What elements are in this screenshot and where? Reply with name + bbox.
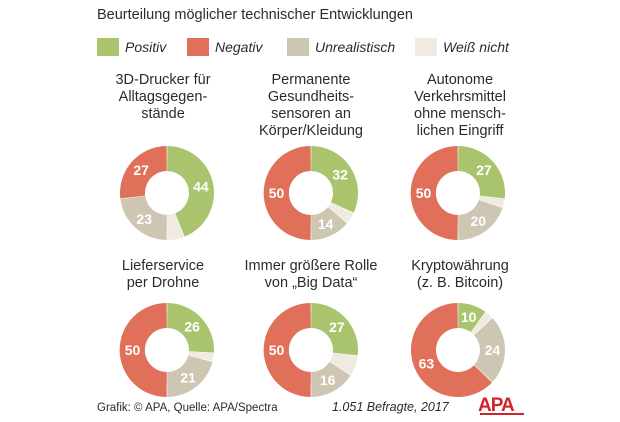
donut-label-positive: 44: [193, 179, 209, 195]
donut-chart-2: 32 14 50: [263, 146, 358, 240]
donut-label-negative: 27: [133, 162, 149, 178]
legend-swatch-positive: [97, 38, 119, 56]
chart-2-title: Permanente Gesundheits- sensoren an Körp…: [236, 72, 386, 140]
donut-slice-negative: [263, 146, 311, 240]
donut-label-negative: 50: [125, 342, 141, 358]
donut-slice-negative: [263, 303, 311, 397]
donut-label-unrealistic: 14: [318, 216, 334, 232]
donut-slice-positive: [311, 146, 358, 213]
chart-1-title: 3D-Drucker für Alltagsgegen- stände: [88, 72, 238, 123]
donut-label-positive: 27: [476, 162, 492, 178]
chart-3-title-line: lichen Eingriff: [416, 123, 504, 139]
donut-label-positive: 10: [461, 309, 477, 325]
donut-slice-negative: [120, 146, 167, 199]
donut-slice-unrealistic: [167, 355, 213, 397]
donut-slice-unknown: [471, 312, 493, 335]
chart-title: Beurteilung möglicher technischer Entwic…: [97, 7, 413, 23]
donut-chart-3: 27 20 50: [410, 146, 505, 240]
chart-3-title-line: Autonome: [426, 72, 494, 88]
donut-slice-unrealistic: [120, 195, 167, 240]
donut-label-unrealistic: 20: [470, 213, 486, 229]
donut-slice-negative: [119, 303, 167, 397]
source-note: Grafik: © APA, Quelle: APA/Spectra: [97, 402, 278, 414]
donut-slice-negative: [410, 146, 458, 240]
chart-4-title-line: Lieferservice: [121, 258, 205, 274]
legend-label-negative: Negativ: [215, 39, 263, 55]
donut-label-unrealistic: 23: [136, 211, 152, 227]
donut-slice-unknown: [478, 195, 505, 208]
chart-3-title: Autonome Verkehrsmittel ohne mensch- lic…: [385, 72, 535, 140]
chart-6-title-line: Kryptowährung: [411, 258, 509, 274]
donut-label-positive: 26: [184, 318, 200, 334]
legend-label-positive: Positiv: [125, 39, 167, 55]
donut-label-negative: 50: [269, 342, 285, 358]
chart-1-title-line: Alltagsgegen-: [118, 89, 208, 105]
chart-4-title-line: per Drohne: [126, 275, 200, 291]
donut-chart-4: 26 21 50: [119, 303, 215, 397]
legend-item-positive: Positiv: [97, 38, 166, 56]
apa-logo: APA: [478, 395, 524, 416]
donut-slice-unrealistic: [311, 361, 351, 397]
donut-label-negative: 50: [269, 185, 285, 201]
donut-slice-unrealistic: [311, 207, 347, 240]
donut-label-positive: 32: [332, 167, 348, 183]
chart-6-title: Kryptowährung (z. B. Bitcoin): [385, 258, 535, 292]
donut-chart-6: 10 24 63: [411, 303, 505, 397]
legend-label-unknown: Weiß nicht: [443, 39, 509, 55]
donut-label-unrealistic: 16: [320, 372, 336, 388]
donut-slice-unrealistic: [474, 318, 505, 382]
donut-slice-unknown: [329, 352, 358, 375]
donut-slice-unknown: [188, 351, 214, 362]
chart-2-title-line: Körper/Kleidung: [259, 123, 363, 139]
respondents-note: 1.051 Befragte, 2017: [332, 400, 449, 414]
chart-1-title-line: stände: [141, 106, 185, 122]
donut-slice-unrealistic: [458, 199, 503, 240]
donut-chart-5: 27 16 50: [263, 303, 358, 397]
chart-2-title-line: Permanente: [271, 72, 351, 88]
donut-slice-positive: [167, 146, 214, 237]
chart-1-title-line: 3D-Drucker für: [115, 72, 211, 88]
donut-slice-unknown: [167, 213, 184, 240]
legend-label-unrealistic: Unrealistisch: [315, 39, 396, 55]
legend-swatch-unrealistic: [287, 38, 309, 56]
donut-slice-positive: [311, 303, 358, 356]
chart-5-title-line: von „Big Data“: [264, 275, 358, 291]
legend-swatch-negative: [187, 38, 209, 56]
donut-label-positive: 27: [329, 319, 345, 335]
donut-label-unrealistic: 24: [485, 342, 501, 358]
chart-3-title-line: ohne mensch-: [414, 106, 506, 122]
apa-logo-text: APA: [478, 395, 515, 416]
chart-2-title-line: Gesundheits-: [267, 89, 355, 105]
chart-4-title: Lieferservice per Drohne: [88, 258, 238, 292]
legend-swatch-unknown: [415, 38, 437, 56]
donut-label-negative: 50: [416, 185, 432, 201]
chart-6-title-line: (z. B. Bitcoin): [416, 275, 504, 291]
donut-label-negative: 63: [419, 356, 435, 372]
donut-slice-positive: [167, 303, 215, 353]
legend-item-unrealistic: Unrealistisch: [287, 38, 395, 56]
chart-3-title-line: Verkehrsmittel: [414, 89, 506, 105]
donut-slice-positive: [458, 303, 486, 333]
legend-item-negative: Negativ: [187, 38, 262, 56]
donut-label-unrealistic: 21: [180, 369, 196, 385]
donut-slice-positive: [458, 146, 505, 199]
donut-slice-negative: [411, 303, 493, 397]
chart-2-title-line: sensoren an: [271, 106, 351, 122]
donut-chart-1: 44 23 27: [120, 146, 214, 240]
chart-5-title-line: Immer größere Rolle: [244, 258, 378, 274]
chart-5-title: Immer größere Rolle von „Big Data“: [236, 258, 386, 292]
donut-slice-unknown: [328, 202, 354, 223]
legend-item-unknown: Weiß nicht: [415, 38, 509, 56]
apa-logo-bar: [480, 413, 524, 415]
